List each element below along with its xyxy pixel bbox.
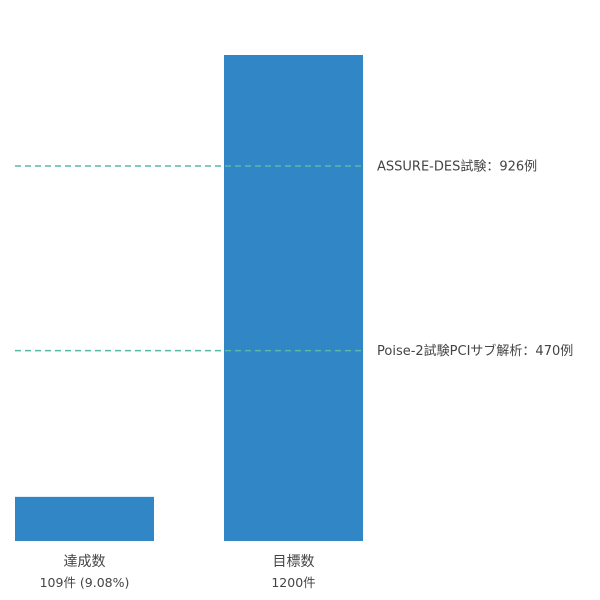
reference-line-label: ASSURE-DES試験：926例 xyxy=(377,158,537,174)
category-label: 達成数 xyxy=(64,554,106,570)
value-label: 109件 (9.08%) xyxy=(40,575,130,590)
reference-line-label: Poise-2試験PCIサブ解析：470例 xyxy=(377,343,573,359)
category-label: 目標数 xyxy=(273,554,315,570)
bar-1 xyxy=(224,55,363,541)
value-label: 1200件 xyxy=(271,575,315,590)
bar-0 xyxy=(15,496,154,541)
